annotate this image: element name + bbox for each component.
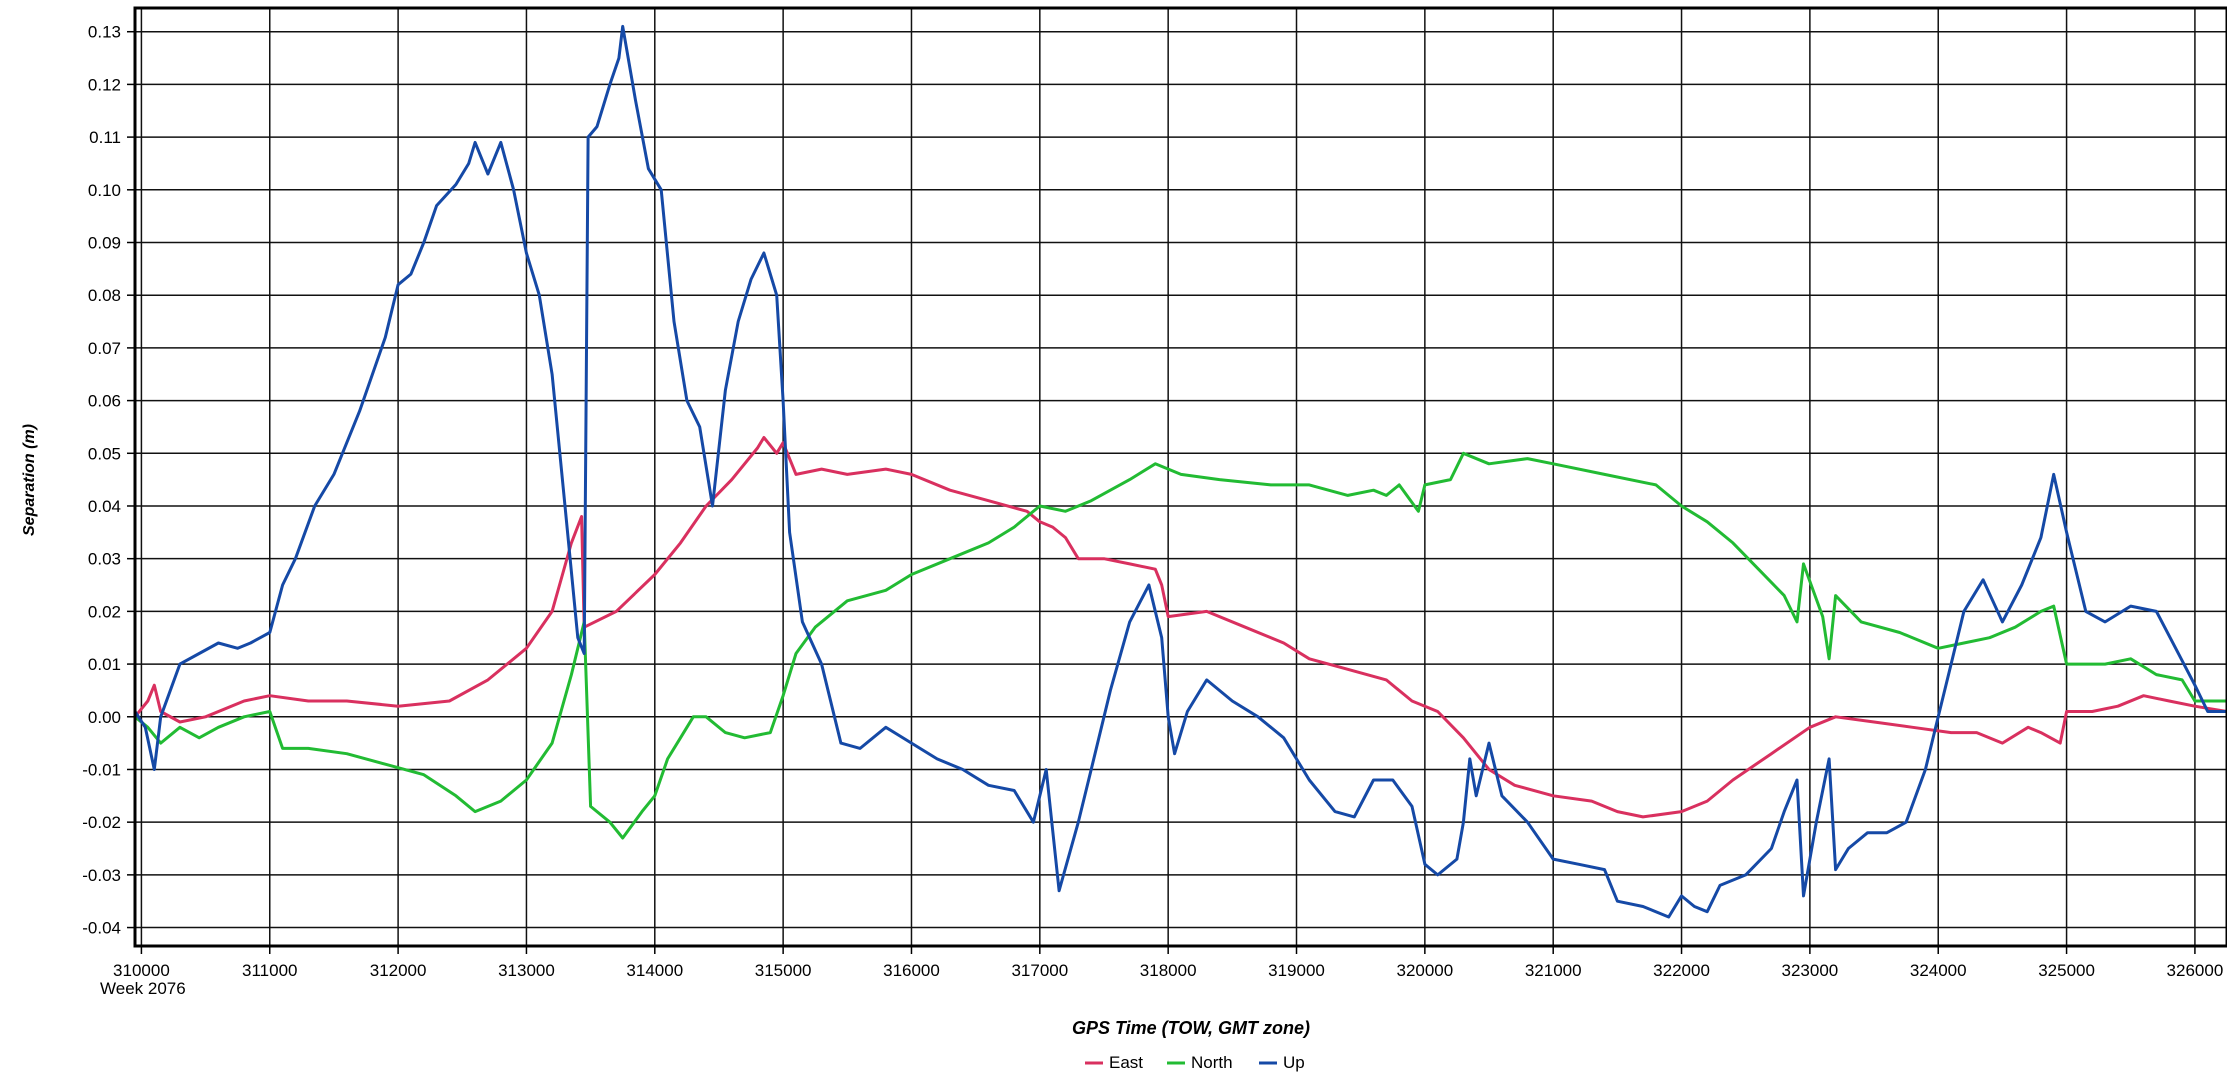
legend-label-east: East bbox=[1109, 1053, 1143, 1072]
x-tick-label: 326000 bbox=[2167, 961, 2224, 980]
x-tick-label: 323000 bbox=[1782, 961, 1839, 980]
series-lines bbox=[133, 24, 2227, 919]
y-tick-label: 0.07 bbox=[88, 339, 121, 358]
y-tick-label: 0.03 bbox=[88, 550, 121, 569]
y-tick-label: 0.11 bbox=[89, 128, 121, 147]
legend-label-north: North bbox=[1191, 1053, 1233, 1072]
grid bbox=[135, 8, 2227, 946]
x-tick-label: 324000 bbox=[1910, 961, 1967, 980]
y-tick-label: -0.01 bbox=[82, 760, 121, 779]
x-tick-label: 318000 bbox=[1140, 961, 1197, 980]
x-axis-week-label: Week 2076 bbox=[100, 979, 186, 998]
y-tick-label: 0.08 bbox=[88, 286, 121, 305]
y-tick-label: 0.01 bbox=[88, 655, 121, 674]
y-tick-label: 0.13 bbox=[88, 23, 121, 42]
x-tick-label: 316000 bbox=[883, 961, 940, 980]
y-axis-ticks: -0.04 -0.03 -0.02 -0.01 0.00 0.01 0.02 0.03 0.04… bbox=[82, 23, 135, 938]
x-tick-label: 313000 bbox=[498, 961, 555, 980]
x-tick-label: 311000 bbox=[242, 961, 297, 980]
x-tick-label: 319000 bbox=[1268, 961, 1325, 980]
series-line-up bbox=[133, 24, 2227, 919]
y-tick-label: 0.09 bbox=[88, 234, 121, 253]
x-tick-label: 315000 bbox=[755, 961, 812, 980]
y-tick-label: -0.04 bbox=[82, 919, 121, 938]
y-tick-label: -0.02 bbox=[82, 813, 121, 832]
legend-label-up: Up bbox=[1283, 1053, 1305, 1072]
plot-frame bbox=[133, 6, 2227, 948]
y-tick-label: 0.00 bbox=[88, 708, 121, 727]
y-tick-label: 0.10 bbox=[88, 181, 121, 200]
x-tick-label: 314000 bbox=[626, 961, 683, 980]
x-tick-label: 312000 bbox=[370, 961, 427, 980]
y-tick-label: 0.04 bbox=[88, 497, 121, 516]
x-tick-label: 325000 bbox=[2038, 961, 2095, 980]
series-line-north bbox=[134, 451, 2227, 840]
y-tick-label: 0.12 bbox=[88, 75, 121, 94]
y-tick-label: 0.05 bbox=[88, 444, 121, 463]
x-tick-label: 322000 bbox=[1653, 961, 1710, 980]
x-axis-title: GPS Time (TOW, GMT zone) bbox=[1072, 1018, 1310, 1038]
x-tick-label: 317000 bbox=[1011, 961, 1068, 980]
x-tick-label: 310000 bbox=[113, 961, 170, 980]
legend: East North Up bbox=[1085, 1053, 1305, 1072]
x-tick-label: 321000 bbox=[1525, 961, 1582, 980]
y-tick-label: 0.06 bbox=[88, 392, 121, 411]
x-tick-label: 320000 bbox=[1396, 961, 1453, 980]
y-tick-label: -0.03 bbox=[82, 866, 121, 885]
y-tick-label: 0.02 bbox=[88, 602, 121, 621]
series-line-east bbox=[133, 436, 2227, 819]
x-axis-ticks: 310000 311000 312000 313000 314000 315000 3160… bbox=[113, 946, 2223, 980]
y-axis-title: Separation (m) bbox=[21, 424, 38, 536]
